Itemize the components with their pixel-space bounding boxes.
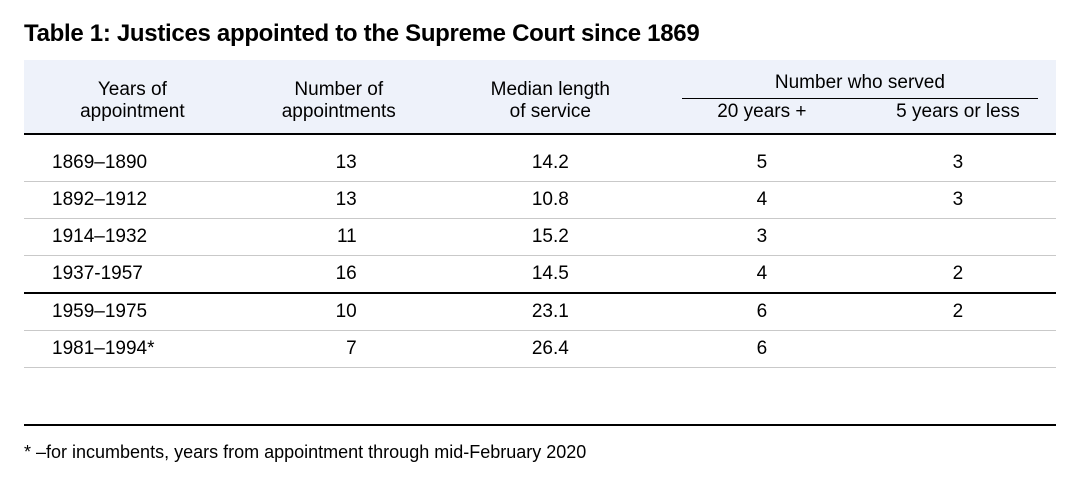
cell-served20: 4 <box>664 182 860 219</box>
col-header-years-l1: Years of <box>24 60 241 101</box>
table-row: 1981–1994* 7 26.4 6 <box>24 331 1056 368</box>
table-row: 1959–1975 10 23.1 6 2 <box>24 293 1056 331</box>
cell-served5: 2 <box>860 293 1056 331</box>
cell-median: 23.1 <box>437 293 664 331</box>
cell-appts: 7 <box>241 331 437 368</box>
table-spacer <box>24 134 1056 145</box>
cell-appts: 16 <box>241 256 437 294</box>
cell-median: 26.4 <box>437 331 664 368</box>
cell-served20: 4 <box>664 256 860 294</box>
table-row: 1869–1890 13 14.2 5 3 <box>24 145 1056 182</box>
cell-appts: 13 <box>241 182 437 219</box>
col-header-median-l1: Median length <box>437 60 664 101</box>
cell-appts: 10 <box>241 293 437 331</box>
cell-appts: 11 <box>241 219 437 256</box>
cell-years: 1937-1957 <box>24 256 241 294</box>
table-body: 1869–1890 13 14.2 5 3 1892–1912 13 10.8 … <box>24 134 1056 368</box>
justices-table: Years of Number of Median length Number … <box>24 60 1056 368</box>
cell-median: 15.2 <box>437 219 664 256</box>
cell-served5 <box>860 219 1056 256</box>
cell-years: 1959–1975 <box>24 293 241 331</box>
col-header-served20: 20 years + <box>664 101 860 134</box>
table-row: 1937-1957 16 14.5 4 2 <box>24 256 1056 294</box>
col-header-served5: 5 years or less <box>860 101 1056 134</box>
cell-served20: 3 <box>664 219 860 256</box>
cell-median: 14.5 <box>437 256 664 294</box>
col-header-appts-l1: Number of <box>241 60 437 101</box>
cell-median: 10.8 <box>437 182 664 219</box>
cell-appts: 13 <box>241 145 437 182</box>
cell-served5: 3 <box>860 182 1056 219</box>
cell-years: 1981–1994* <box>24 331 241 368</box>
cell-served5: 3 <box>860 145 1056 182</box>
cell-median: 14.2 <box>437 145 664 182</box>
cell-served20: 6 <box>664 331 860 368</box>
footnote: * –for incumbents, years from appointmen… <box>24 438 1056 463</box>
table-container: Years of Number of Median length Number … <box>24 60 1056 368</box>
table-title: Table 1: Justices appointed to the Supre… <box>24 20 1056 48</box>
final-rule <box>24 424 1056 426</box>
cell-served5 <box>860 331 1056 368</box>
cell-years: 1869–1890 <box>24 145 241 182</box>
table-row: 1914–1932 11 15.2 3 <box>24 219 1056 256</box>
cell-served20: 5 <box>664 145 860 182</box>
col-header-served-group-label: Number who served <box>775 72 945 98</box>
table-row: 1892–1912 13 10.8 4 3 <box>24 182 1056 219</box>
col-header-served-group: Number who served <box>664 60 1056 101</box>
cell-served5: 2 <box>860 256 1056 294</box>
col-header-median-l2: of service <box>437 101 664 134</box>
cell-served20: 6 <box>664 293 860 331</box>
group-underline <box>682 98 1038 99</box>
cell-years: 1892–1912 <box>24 182 241 219</box>
col-header-appts-l2: appointments <box>241 101 437 134</box>
cell-years: 1914–1932 <box>24 219 241 256</box>
col-header-years-l2: appointment <box>24 101 241 134</box>
table-header: Years of Number of Median length Number … <box>24 60 1056 134</box>
